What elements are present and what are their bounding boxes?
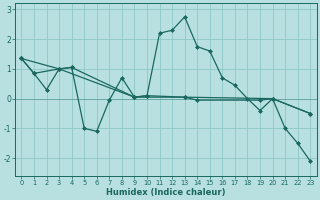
X-axis label: Humidex (Indice chaleur): Humidex (Indice chaleur) <box>106 188 226 197</box>
